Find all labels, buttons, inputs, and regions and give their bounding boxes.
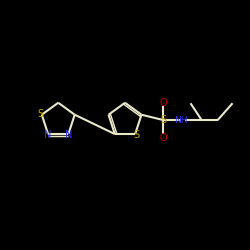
Text: N: N bbox=[65, 130, 72, 140]
Text: N: N bbox=[44, 130, 52, 140]
Text: S: S bbox=[160, 115, 166, 125]
Text: O: O bbox=[160, 132, 167, 142]
Text: S: S bbox=[38, 109, 44, 119]
Text: O: O bbox=[160, 98, 167, 108]
Text: NH: NH bbox=[174, 116, 188, 124]
Text: S: S bbox=[133, 130, 140, 140]
